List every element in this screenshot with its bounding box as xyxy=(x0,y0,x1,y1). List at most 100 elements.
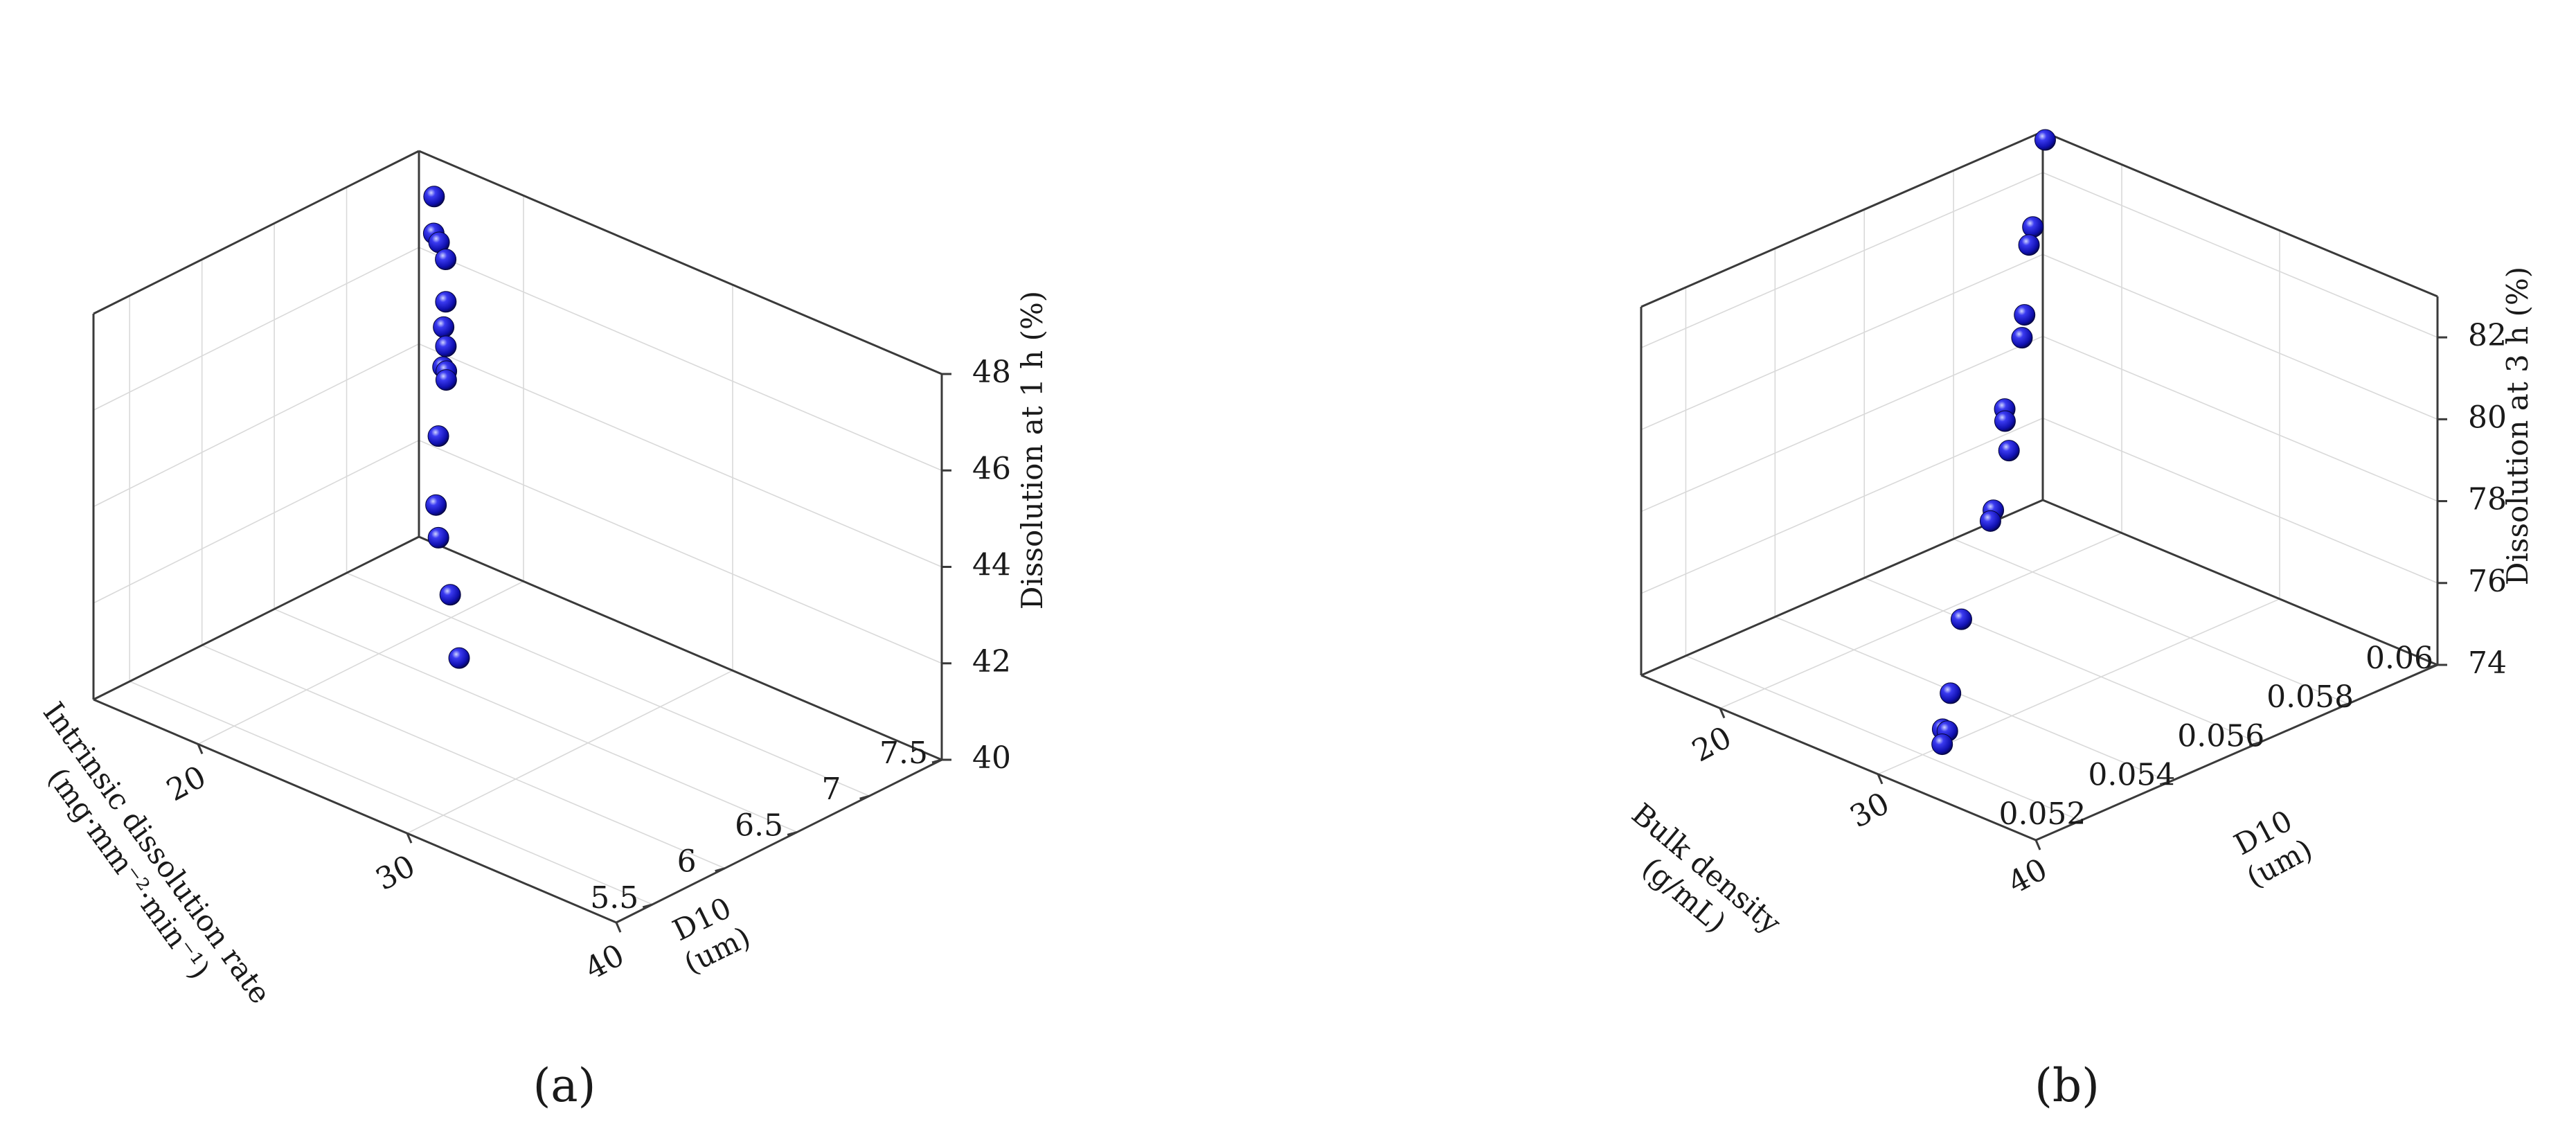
z-tick-label: 42 xyxy=(972,644,1011,679)
panel-label: (a) xyxy=(533,1059,596,1112)
gridline-x xyxy=(1685,655,2081,821)
x-tick-label: 0.06 xyxy=(2365,641,2433,676)
x-axis-title: Bulk density(g/mL) xyxy=(1603,796,1787,967)
x-tick-mark xyxy=(2159,781,2170,786)
x-axis-title: Intrinsic dissolution rate(mg·mm⁻²·min⁻¹… xyxy=(8,696,278,1031)
data-point xyxy=(2011,327,2033,349)
data-point xyxy=(435,369,457,391)
gridline-y xyxy=(197,580,524,745)
z-tick-label: 78 xyxy=(2468,482,2507,517)
y-axis-title: D10(um) xyxy=(663,889,755,981)
x-tick-label: 0.058 xyxy=(2266,679,2354,715)
data-point xyxy=(448,647,470,669)
gridline-z xyxy=(93,343,420,508)
data-point xyxy=(1994,410,2016,432)
y-tick-label: 30 xyxy=(1844,785,1895,835)
data-point xyxy=(427,425,449,447)
gridline-z xyxy=(2042,418,2438,584)
data-point xyxy=(2034,129,2056,151)
data-point xyxy=(1998,440,2020,462)
z-tick-label: 82 xyxy=(2468,318,2507,353)
gridline-x xyxy=(202,644,725,869)
x-axis-front-edge xyxy=(93,698,617,924)
x-tick-mark xyxy=(715,867,726,873)
z-tick-label: 80 xyxy=(2468,400,2507,435)
x-tick-label: 7.5 xyxy=(879,736,928,771)
x-tick-label: 6 xyxy=(677,844,697,880)
x-tick-mark xyxy=(787,831,798,836)
y-tick-mark xyxy=(406,832,413,844)
y-tick-mark xyxy=(615,922,622,933)
x-tick-label: 0.054 xyxy=(2088,758,2175,793)
gridline-z xyxy=(2042,172,2438,338)
x-tick-mark xyxy=(2248,742,2260,747)
data-point xyxy=(423,186,445,208)
data-point xyxy=(439,584,461,606)
wall-top-right xyxy=(2042,130,2438,298)
gridline-x xyxy=(1863,577,2260,744)
ticks-a: 5.5 6 6.5 7 7.5 20 30 40 40 42 44 46 48 xyxy=(161,355,1011,987)
data-point xyxy=(2022,216,2044,238)
z-tick-label: 40 xyxy=(972,740,1011,776)
gridline-z xyxy=(1640,335,2043,513)
grid-b xyxy=(1640,164,2438,821)
z-tick-label: 48 xyxy=(972,355,1011,390)
data-point xyxy=(435,335,457,357)
x-tick-mark xyxy=(2427,664,2438,669)
z-axis-title: Dissolution at 3 h (%) xyxy=(2501,267,2534,585)
data-point xyxy=(427,526,449,549)
y-axis-back xyxy=(418,535,942,761)
y-tick-label: 30 xyxy=(370,848,420,898)
gridline-x xyxy=(129,681,653,905)
wall-top-left xyxy=(1640,130,2043,308)
x-tick-label: 0.052 xyxy=(1998,796,2086,832)
gridline-x xyxy=(1953,538,2349,704)
gridline-z xyxy=(1640,172,2043,348)
gridline-x xyxy=(274,608,798,833)
y-tick-label: 20 xyxy=(161,759,211,808)
gridline-z xyxy=(2042,335,2438,502)
x-axis-front-edge xyxy=(1640,674,2037,841)
gridline-z xyxy=(418,343,942,568)
x-tick-mark xyxy=(931,758,942,764)
axis-frame-a xyxy=(92,150,943,924)
x-tick-mark xyxy=(859,794,870,800)
data-point xyxy=(1979,510,2001,532)
grid-a xyxy=(93,187,942,905)
panel-label: (b) xyxy=(2034,1059,2100,1112)
wall-top-left xyxy=(93,150,420,315)
y-tick-label: 40 xyxy=(2002,852,2052,901)
data-point xyxy=(2018,234,2040,256)
x-axis-back xyxy=(1640,499,2043,677)
z-tick-label: 76 xyxy=(2468,564,2507,599)
y-axis-back xyxy=(2042,499,2438,666)
x-tick-label: 5.5 xyxy=(590,880,638,916)
data-points-b xyxy=(1931,129,2056,756)
y-tick-mark xyxy=(197,743,204,754)
gridline-z xyxy=(418,440,942,664)
data-point xyxy=(1940,682,1962,704)
gridline-z xyxy=(2042,253,2438,420)
data-point xyxy=(435,291,457,313)
y-axis-front-edge xyxy=(2035,664,2438,841)
y-tick-mark xyxy=(1719,708,1726,719)
y-tick-label: 20 xyxy=(1686,720,1737,769)
data-point xyxy=(433,316,455,338)
data-point xyxy=(2014,304,2036,326)
data-point xyxy=(425,494,447,516)
x-tick-label: 6.5 xyxy=(735,808,783,843)
wall-top-right xyxy=(418,150,942,375)
z-tick-label: 46 xyxy=(972,451,1011,486)
z-tick-label: 44 xyxy=(972,548,1011,583)
data-points-a xyxy=(422,186,470,669)
gridline-z xyxy=(1640,418,2043,594)
x-tick-label: 7 xyxy=(822,772,841,807)
axis-frame-b xyxy=(1640,130,2439,841)
x-axis-back xyxy=(93,535,420,701)
gridline-z xyxy=(93,440,420,604)
y-tick-mark xyxy=(2034,839,2041,851)
z-tick-label: 74 xyxy=(2468,645,2507,681)
x-tick-label: 0.056 xyxy=(2177,718,2264,754)
z-axis-title: Dissolution at 1 h (%) xyxy=(1015,291,1049,609)
